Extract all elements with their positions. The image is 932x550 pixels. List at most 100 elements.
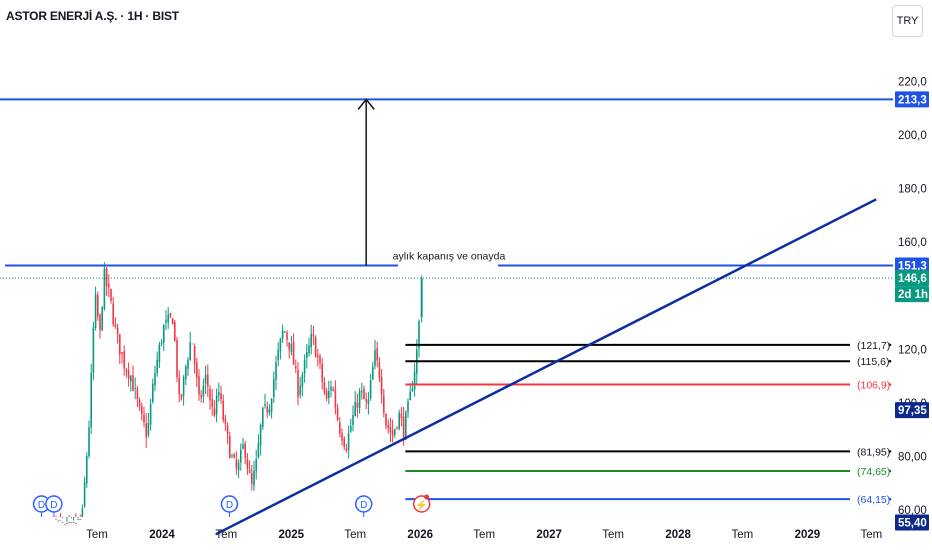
candle-body bbox=[189, 342, 191, 360]
x-tick-label: 2029 bbox=[795, 529, 821, 541]
candle-body bbox=[248, 469, 251, 473]
candle-body bbox=[275, 362, 277, 380]
candle-body bbox=[270, 399, 273, 412]
candle-body bbox=[365, 399, 367, 402]
candle-body bbox=[75, 523, 77, 524]
currency-button[interactable]: TRY bbox=[892, 5, 923, 37]
candle-body bbox=[220, 393, 222, 400]
candle-body bbox=[308, 345, 310, 354]
level-label: (74,65) bbox=[857, 466, 890, 478]
candle-body bbox=[334, 389, 337, 408]
events: D D D D ⚡ bbox=[32, 494, 431, 517]
dividend-icon[interactable] bbox=[354, 495, 373, 513]
dividend-icon-label: D bbox=[360, 500, 367, 511]
candle-body bbox=[295, 366, 297, 369]
earnings-icon[interactable] bbox=[412, 495, 431, 513]
price-label-bg bbox=[895, 270, 929, 287]
candle-body bbox=[213, 408, 216, 417]
candle-body bbox=[255, 459, 257, 471]
candle-body bbox=[273, 379, 275, 398]
candle-body bbox=[134, 388, 136, 389]
price-label: 146,6 bbox=[898, 273, 927, 285]
candle-body bbox=[383, 395, 385, 413]
candle-body bbox=[127, 369, 130, 380]
x-tick-label: Tem bbox=[602, 529, 624, 541]
candle-body bbox=[231, 455, 233, 457]
level-dot bbox=[888, 383, 892, 386]
candle-body bbox=[233, 454, 235, 458]
candle-body bbox=[143, 414, 145, 423]
candle-body bbox=[229, 435, 231, 459]
candle-body bbox=[369, 380, 372, 399]
candle-body bbox=[323, 382, 326, 393]
candle-body bbox=[251, 473, 253, 484]
trendline[interactable] bbox=[215, 198, 877, 536]
y-tick-label: 120,0 bbox=[898, 344, 927, 356]
level-label: (106,9) bbox=[857, 380, 890, 392]
candle-body bbox=[125, 369, 128, 372]
candle-body bbox=[116, 327, 119, 335]
candle-body bbox=[374, 350, 376, 366]
candle-body bbox=[277, 349, 279, 360]
candle-body bbox=[55, 518, 57, 520]
candle-body bbox=[222, 400, 224, 421]
candle-body bbox=[407, 401, 409, 413]
candle-body bbox=[391, 430, 394, 436]
candle-body bbox=[376, 347, 378, 361]
candle-body bbox=[343, 438, 345, 447]
candle-body bbox=[193, 346, 196, 364]
dividend-icon[interactable] bbox=[220, 495, 239, 513]
candle-body bbox=[147, 422, 150, 436]
candle-body bbox=[292, 341, 295, 365]
arrow-group bbox=[357, 98, 375, 266]
candle-body bbox=[299, 385, 301, 396]
candle-body bbox=[88, 427, 90, 456]
candle-body bbox=[279, 338, 282, 352]
candle-body bbox=[112, 303, 114, 325]
price-label-bg bbox=[895, 402, 929, 419]
candle-body bbox=[215, 395, 218, 415]
candle-body bbox=[312, 334, 315, 336]
x-tick-label: Tem bbox=[344, 529, 366, 541]
price-label: 2d 1h bbox=[898, 289, 928, 301]
candle-body bbox=[347, 433, 350, 451]
candle-body bbox=[297, 370, 299, 398]
candle-body bbox=[352, 414, 354, 425]
candle-body bbox=[145, 423, 147, 438]
dividend-icon[interactable] bbox=[45, 495, 63, 513]
candle-body bbox=[61, 521, 64, 523]
candle-body bbox=[66, 523, 68, 524]
dividend-icon-label: D bbox=[226, 500, 233, 511]
candle-body bbox=[174, 321, 176, 341]
candle-body bbox=[288, 342, 290, 350]
candle-body bbox=[70, 522, 73, 524]
x-tick-label: 2028 bbox=[665, 529, 691, 541]
trendline-group bbox=[215, 198, 877, 536]
x-tick-label: Tem bbox=[473, 529, 495, 541]
candle-body bbox=[303, 359, 306, 374]
dividend-icon-label: D bbox=[38, 500, 45, 511]
candle-body bbox=[105, 268, 108, 287]
candle-body bbox=[235, 459, 238, 469]
x-tick-label: 2026 bbox=[407, 529, 433, 541]
candle-body bbox=[187, 359, 189, 369]
candle-body bbox=[68, 522, 70, 523]
candle-body bbox=[169, 313, 172, 317]
candle-body bbox=[141, 406, 143, 414]
candle-body bbox=[317, 355, 319, 358]
candle-body bbox=[90, 373, 92, 428]
candle-body bbox=[387, 424, 389, 428]
candle-body bbox=[394, 429, 396, 435]
level-label: (64,15) bbox=[857, 494, 890, 506]
candle-body bbox=[253, 470, 255, 486]
level-label: (115,6) bbox=[857, 356, 890, 368]
candle-body bbox=[358, 390, 361, 408]
candle-body bbox=[176, 339, 178, 377]
level-label: (121,7) bbox=[857, 340, 890, 352]
level-dot bbox=[888, 359, 892, 363]
candle-body bbox=[237, 462, 240, 471]
y-tick-label: 200,0 bbox=[898, 130, 927, 142]
candle-body bbox=[246, 459, 249, 469]
